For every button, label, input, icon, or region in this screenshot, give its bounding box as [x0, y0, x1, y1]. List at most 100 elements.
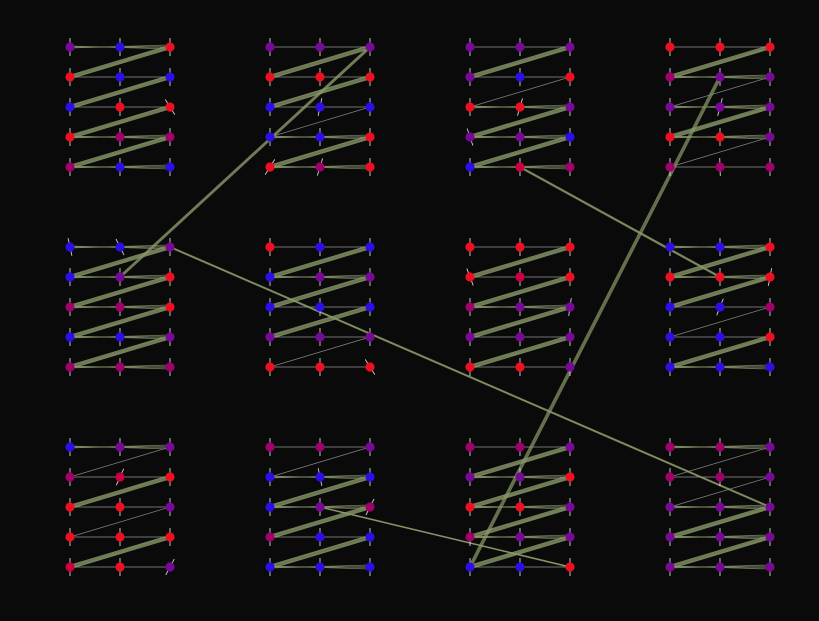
- lattice-node: [765, 532, 774, 541]
- lattice-node: [665, 72, 674, 81]
- lattice-node: [165, 42, 174, 51]
- lattice-node: [765, 72, 774, 81]
- lattice-node: [765, 242, 774, 251]
- lattice-node: [365, 472, 374, 481]
- lattice-node: [65, 472, 74, 481]
- lattice-node: [515, 162, 524, 171]
- lattice-node: [165, 272, 174, 281]
- lattice-node: [315, 72, 324, 81]
- lattice-node: [515, 472, 524, 481]
- lattice-node: [565, 132, 574, 141]
- lattice-node: [665, 242, 674, 251]
- lattice-node: [115, 302, 124, 311]
- lattice-node: [765, 302, 774, 311]
- lattice-node: [515, 302, 524, 311]
- lattice-node: [365, 502, 374, 511]
- lattice-node: [665, 102, 674, 111]
- lattice-node: [65, 302, 74, 311]
- lattice-node: [165, 72, 174, 81]
- node-layer: [65, 42, 774, 571]
- lattice-node: [515, 332, 524, 341]
- lattice-node: [365, 532, 374, 541]
- lattice-node: [115, 72, 124, 81]
- lattice-node: [715, 532, 724, 541]
- lattice-node: [365, 442, 374, 451]
- lattice-node: [165, 132, 174, 141]
- lattice-node: [665, 162, 674, 171]
- lattice-node: [665, 332, 674, 341]
- lattice-node: [65, 362, 74, 371]
- long-bond: [519, 167, 719, 277]
- lattice-node: [265, 562, 274, 571]
- lattice-node: [315, 562, 324, 571]
- lattice-node: [65, 502, 74, 511]
- lattice-node: [565, 302, 574, 311]
- lattice-node: [115, 442, 124, 451]
- lattice-node: [465, 72, 474, 81]
- lattice-node: [515, 562, 524, 571]
- lattice-node: [365, 332, 374, 341]
- lattice-node: [515, 272, 524, 281]
- lattice-node: [365, 362, 374, 371]
- lattice-node: [165, 102, 174, 111]
- lattice-node: [715, 362, 724, 371]
- lattice-node: [565, 562, 574, 571]
- lattice-node: [315, 472, 324, 481]
- lattice-node: [315, 362, 324, 371]
- lattice-node: [765, 472, 774, 481]
- lattice-node: [115, 362, 124, 371]
- lattice-node: [565, 332, 574, 341]
- lattice-node: [115, 502, 124, 511]
- lattice-node: [365, 562, 374, 571]
- lattice-node: [315, 132, 324, 141]
- lattice-node: [65, 72, 74, 81]
- lattice-node: [65, 162, 74, 171]
- lattice-node: [715, 332, 724, 341]
- lattice-node: [565, 272, 574, 281]
- lattice-node: [165, 532, 174, 541]
- lattice-node: [565, 502, 574, 511]
- lattice-node: [465, 42, 474, 51]
- lattice-node: [265, 42, 274, 51]
- lattice-node: [465, 242, 474, 251]
- lattice-node: [515, 132, 524, 141]
- long-bond: [521, 167, 721, 277]
- lattice-node: [465, 272, 474, 281]
- lattice-node: [315, 162, 324, 171]
- lattice-node: [165, 362, 174, 371]
- lattice-node: [315, 272, 324, 281]
- lattice-node: [315, 502, 324, 511]
- lattice-node: [265, 102, 274, 111]
- lattice-node: [115, 272, 124, 281]
- lattice-node: [465, 502, 474, 511]
- lattice-node: [115, 132, 124, 141]
- lattice-node: [165, 562, 174, 571]
- lattice-node: [765, 272, 774, 281]
- lattice-node: [315, 302, 324, 311]
- lattice-node: [765, 102, 774, 111]
- lattice-node: [765, 562, 774, 571]
- lattice-node: [465, 442, 474, 451]
- lattice-node: [265, 302, 274, 311]
- lattice-node: [565, 42, 574, 51]
- lattice-node: [565, 362, 574, 371]
- lattice-node: [365, 42, 374, 51]
- lattice-node: [565, 162, 574, 171]
- lattice-node: [715, 302, 724, 311]
- lattice-node: [115, 242, 124, 251]
- lattice-node: [565, 472, 574, 481]
- lattice-node: [515, 502, 524, 511]
- lattice-node: [115, 532, 124, 541]
- lattice-node: [515, 442, 524, 451]
- lattice-node: [565, 242, 574, 251]
- lattice-node: [265, 362, 274, 371]
- lattice-node: [165, 502, 174, 511]
- lattice-node: [765, 42, 774, 51]
- lattice-node: [365, 72, 374, 81]
- lattice-node: [465, 102, 474, 111]
- long-bond: [472, 77, 722, 567]
- lattice-node: [765, 502, 774, 511]
- lattice-node: [115, 562, 124, 571]
- lattice-node: [65, 332, 74, 341]
